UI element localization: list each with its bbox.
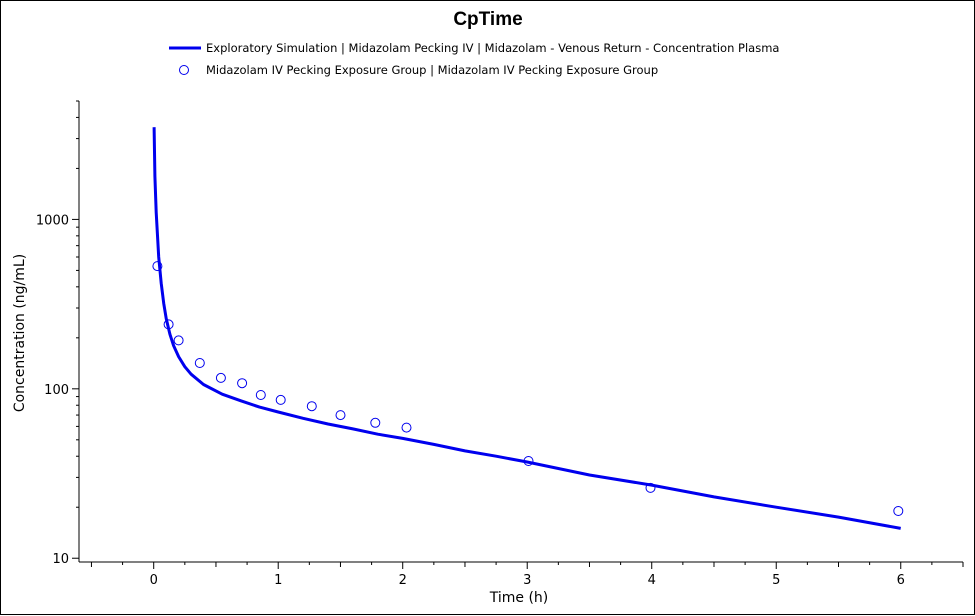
simulation-line: [152, 127, 901, 530]
x-tick-label: 0: [150, 573, 158, 588]
legend-marker-swatch: [179, 65, 189, 75]
x-tick-label: 3: [523, 573, 531, 588]
x-axis-label: Time (h): [489, 590, 549, 606]
x-tick-label: 6: [897, 573, 905, 588]
observed-point: [523, 456, 534, 466]
y-tick-label: 10: [52, 552, 69, 567]
series-simulation: [152, 127, 901, 530]
observed-point: [645, 482, 656, 493]
x-ticks: 0 1 2 3 4 5 6: [90, 562, 964, 588]
x-tick-label: 4: [648, 573, 656, 588]
observed-point: [163, 319, 174, 330]
observed-point: [306, 401, 317, 412]
observed-point: [237, 378, 248, 389]
x-tick-label: 1: [274, 573, 282, 588]
observed-point: [215, 372, 226, 383]
y-tick-label: 1000: [36, 213, 69, 228]
y-axis-label: Concentration (ng/mL): [12, 254, 28, 412]
observed-point: [152, 261, 163, 272]
legend-label-simulation: Exploratory Simulation | Midazolam Pecki…: [206, 41, 779, 55]
y-ticks: 10 100 1000: [36, 100, 79, 567]
chart-title: CpTime: [453, 9, 522, 30]
observed-point: [335, 410, 346, 421]
x-tick-label: 2: [399, 573, 407, 588]
series-observed: [152, 261, 904, 516]
observed-point: [275, 394, 286, 405]
axes: [78, 101, 963, 563]
observed-point: [370, 417, 381, 428]
observed-point: [401, 422, 412, 433]
y-tick-label: 100: [44, 383, 69, 398]
x-tick-label: 5: [772, 573, 780, 588]
observed-point: [255, 390, 266, 400]
observed-point: [173, 335, 184, 346]
observed-point: [194, 358, 205, 368]
legend: Exploratory Simulation | Midazolam Pecki…: [169, 41, 779, 77]
legend-label-observed: Midazolam IV Pecking Exposure Group | Mi…: [206, 63, 658, 77]
observed-point: [893, 506, 904, 516]
